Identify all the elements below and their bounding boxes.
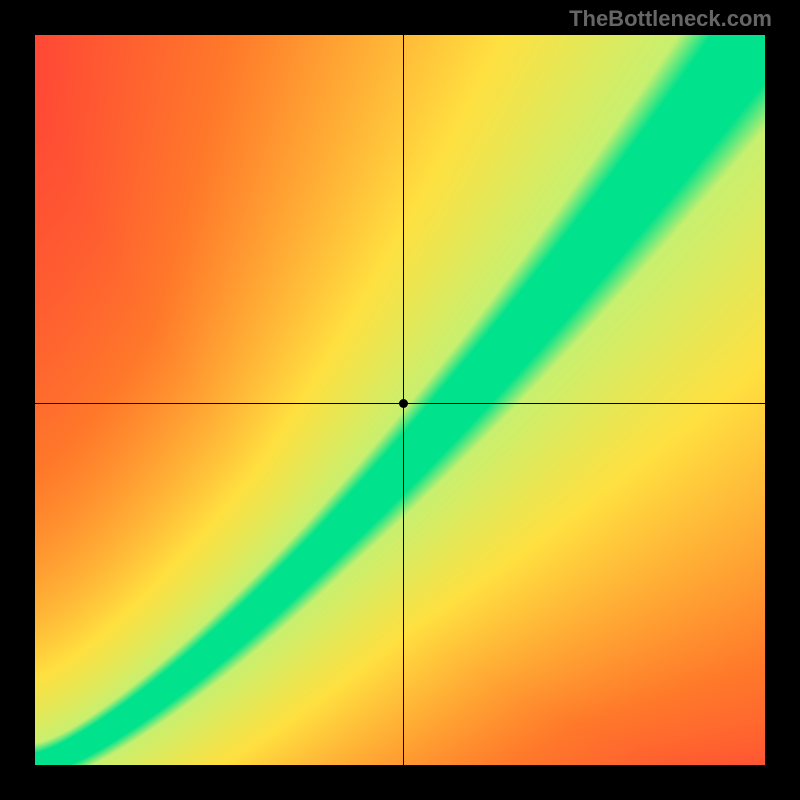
figure-container: TheBottleneck.com — [0, 0, 800, 800]
watermark-text: TheBottleneck.com — [569, 6, 772, 32]
